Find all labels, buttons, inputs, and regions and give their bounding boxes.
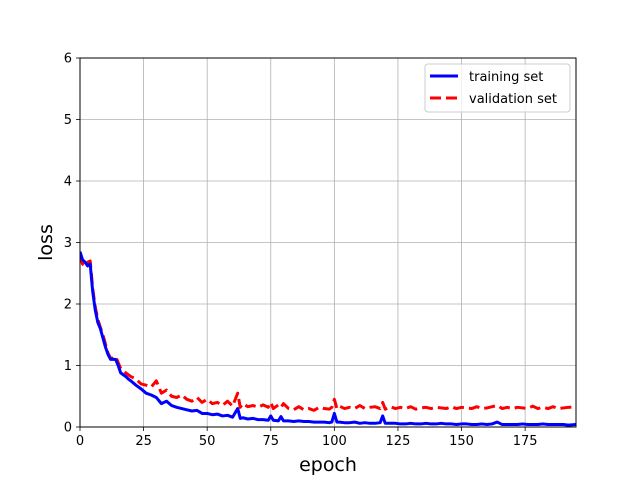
y-tick-label: 2	[64, 298, 72, 313]
x-tick-label: 50	[199, 434, 216, 449]
axis-ticks: 0 25 50 75 100 125 150 175 0 1 2 3 4 5 6	[64, 52, 538, 450]
y-tick-label: 3	[64, 236, 72, 251]
y-axis-label: loss	[35, 224, 57, 261]
x-tick-label: 150	[449, 434, 474, 449]
y-tick-label: 6	[64, 52, 72, 67]
series-layer	[80, 251, 576, 427]
x-tick-label: 25	[135, 434, 152, 449]
y-tick-label: 1	[64, 359, 72, 374]
legend-label-validation-set: validation set	[469, 92, 557, 107]
x-tick-label: 0	[76, 434, 84, 449]
y-tick-label: 5	[64, 113, 72, 128]
x-tick-label: 75	[262, 434, 279, 449]
legend-box	[424, 63, 571, 113]
legend: training set validation set	[424, 63, 571, 113]
x-tick-label: 125	[386, 434, 411, 449]
y-tick-label: 0	[64, 421, 72, 436]
x-tick-label: 100	[322, 434, 347, 449]
series-line-training-set	[80, 251, 576, 427]
x-axis-label: epoch	[299, 454, 357, 476]
legend-label-training-set: training set	[469, 70, 543, 85]
x-tick-label: 175	[513, 434, 538, 449]
y-tick-label: 4	[64, 175, 72, 190]
series-line-validation-set	[80, 254, 576, 412]
